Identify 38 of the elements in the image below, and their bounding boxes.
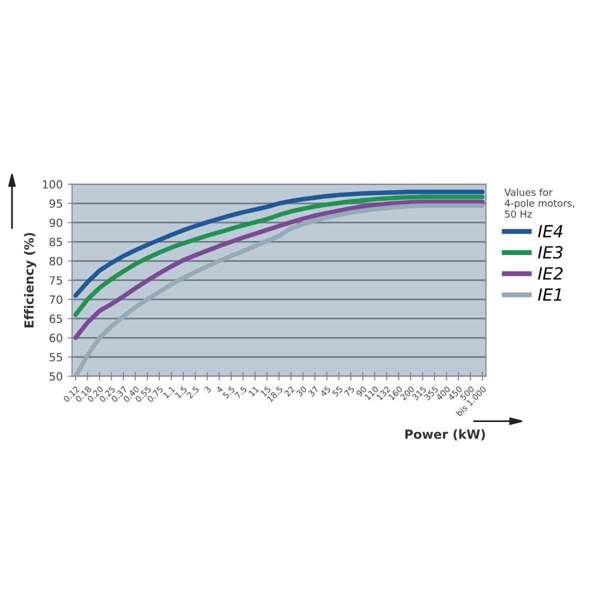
x-tick-label: 110	[364, 386, 379, 400]
line-series	[73, 190, 485, 298]
y-tick-label: 100	[42, 180, 62, 189]
x-tick-label: 132	[376, 386, 391, 400]
x-tick-label: 30	[296, 386, 308, 397]
x-tick-label: 37	[308, 386, 319, 397]
legend-label: IE1	[538, 288, 562, 301]
x-tick-label: 11	[248, 386, 260, 397]
y-tick-label: 60	[50, 334, 62, 342]
legend-label: IE4	[538, 225, 562, 238]
x-tick-label: 75	[344, 386, 355, 397]
x-tick-label: 5.5	[222, 386, 236, 399]
x-tick-label: 1.5	[174, 386, 188, 399]
legend-label: IE3	[538, 246, 563, 259]
y-tick-label: 70	[50, 295, 62, 304]
x-tick-label: 7.5	[234, 386, 248, 399]
y-tick-label: 50	[50, 372, 62, 381]
line-series	[73, 194, 485, 317]
x-tick-label: 22	[284, 386, 295, 397]
y-tick-label: 85	[50, 238, 62, 246]
x-tick-label: 55	[332, 386, 343, 397]
legend-label: IE2	[538, 267, 563, 280]
y-tick-label: 75	[50, 276, 62, 285]
x-tick-label: 90	[356, 386, 367, 397]
y-tick-label: 80	[50, 256, 62, 266]
y-tick-label: 95	[50, 199, 62, 208]
x-tick-label: 4	[216, 386, 224, 394]
legend-title: Values for 4-pole motors, 50 Hz	[504, 188, 574, 218]
x-tick-label: 2.5	[186, 386, 200, 399]
y-tick-label: 55	[50, 353, 62, 362]
y-tick-label: 65	[50, 314, 62, 323]
y-tick-label: 90	[50, 218, 62, 227]
x-tick-label: 1.1	[162, 386, 176, 398]
line-series	[73, 200, 485, 340]
x-tick-label: 45	[320, 386, 331, 397]
x-tick-label: 3	[204, 386, 212, 394]
y-axis-title: Efficiency (%)	[24, 232, 36, 328]
x-axis-title: Power (kW)	[405, 429, 485, 440]
